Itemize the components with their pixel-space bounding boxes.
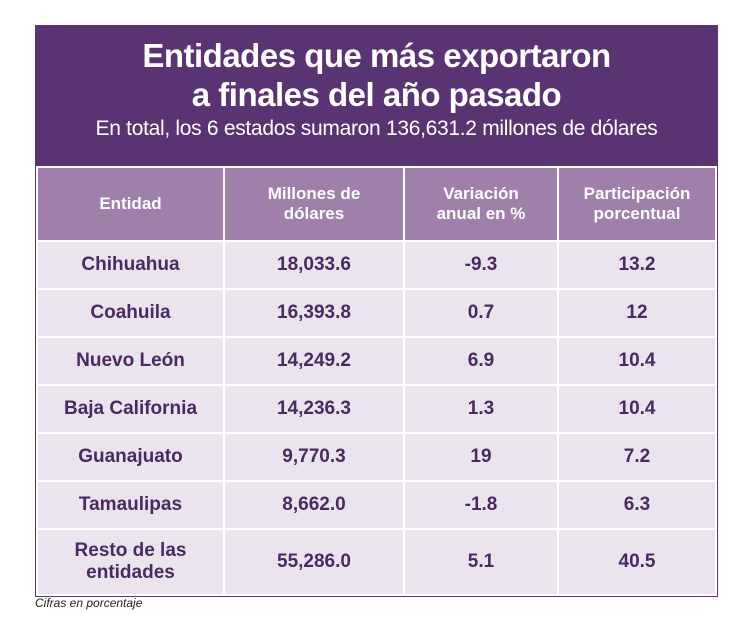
column-header: Millones de dólares — [223, 166, 405, 242]
value-cell: 6.3 — [557, 480, 717, 530]
value-cell: 1.3 — [403, 384, 559, 434]
value-cell: -9.3 — [403, 240, 559, 290]
header-row: Entidad Millones de dólares Variación an… — [36, 166, 717, 242]
state-cell: Chihuahua — [36, 240, 225, 290]
header-text: Millones de dólares — [267, 184, 361, 223]
value-cell: -1.8 — [403, 480, 559, 530]
table-row: Tamaulipas 8,662.0 -1.8 6.3 — [36, 480, 717, 530]
table-card: Entidades que más exportaron a finales d… — [35, 25, 718, 597]
value-cell: 14,236.3 — [223, 384, 405, 434]
value-cell: 5.1 — [403, 528, 559, 596]
value-cell: 19 — [403, 432, 559, 482]
title: a finales del año pasado — [191, 76, 562, 113]
footnote: Cifras en porcentaje — [35, 596, 143, 610]
table-row: Guanajuato 9,770.3 19 7.2 — [36, 432, 717, 482]
column-header: Participación porcentual — [557, 166, 717, 242]
value-cell: 10.4 — [557, 336, 717, 386]
title: Entidades que más exportaron — [142, 37, 611, 74]
value-cell: 8,662.0 — [223, 480, 405, 530]
state-cell: Coahuila — [36, 288, 225, 338]
table-row: Chihuahua 18,033.6 -9.3 13.2 — [36, 240, 717, 290]
header-text: Participación porcentual — [583, 184, 691, 223]
value-cell: 16,393.8 — [223, 288, 405, 338]
value-cell: 0.7 — [403, 288, 559, 338]
table-row: Nuevo León 14,249.2 6.9 10.4 — [36, 336, 717, 386]
state-cell: Guanajuato — [36, 432, 225, 482]
value-cell: 7.2 — [557, 432, 717, 482]
subtitle: En total, los 6 estados sumaron 136,631.… — [95, 117, 658, 140]
header: Entidades que más exportaron a finales d… — [36, 26, 717, 166]
state-cell: Tamaulipas — [36, 480, 225, 530]
value-cell: 12 — [557, 288, 717, 338]
value-cell: 14,249.2 — [223, 336, 405, 386]
state-cell: Nuevo León — [36, 336, 225, 386]
table-row: Resto de las entidades 55,286.0 5.1 40.5 — [36, 528, 717, 596]
value-cell: 9,770.3 — [223, 432, 405, 482]
value-cell: 40.5 — [557, 528, 717, 596]
column-header: Variación anual en % — [403, 166, 559, 242]
value-cell: 18,033.6 — [223, 240, 405, 290]
state-cell: Resto de las entidades — [36, 528, 225, 596]
table: Entidad Millones de dólares Variación an… — [36, 166, 717, 596]
state-cell: Baja California — [36, 384, 225, 434]
value-cell: 55,286.0 — [223, 528, 405, 596]
value-cell: 13.2 — [557, 240, 717, 290]
column-header: Entidad — [36, 166, 225, 242]
value-cell: 6.9 — [403, 336, 559, 386]
value-cell: 10.4 — [557, 384, 717, 434]
table-row: Baja California 14,236.3 1.3 10.4 — [36, 384, 717, 434]
header-text: Variación anual en % — [436, 184, 526, 223]
table-row: Coahuila 16,393.8 0.7 12 — [36, 288, 717, 338]
header-text: Entidad — [99, 194, 162, 213]
